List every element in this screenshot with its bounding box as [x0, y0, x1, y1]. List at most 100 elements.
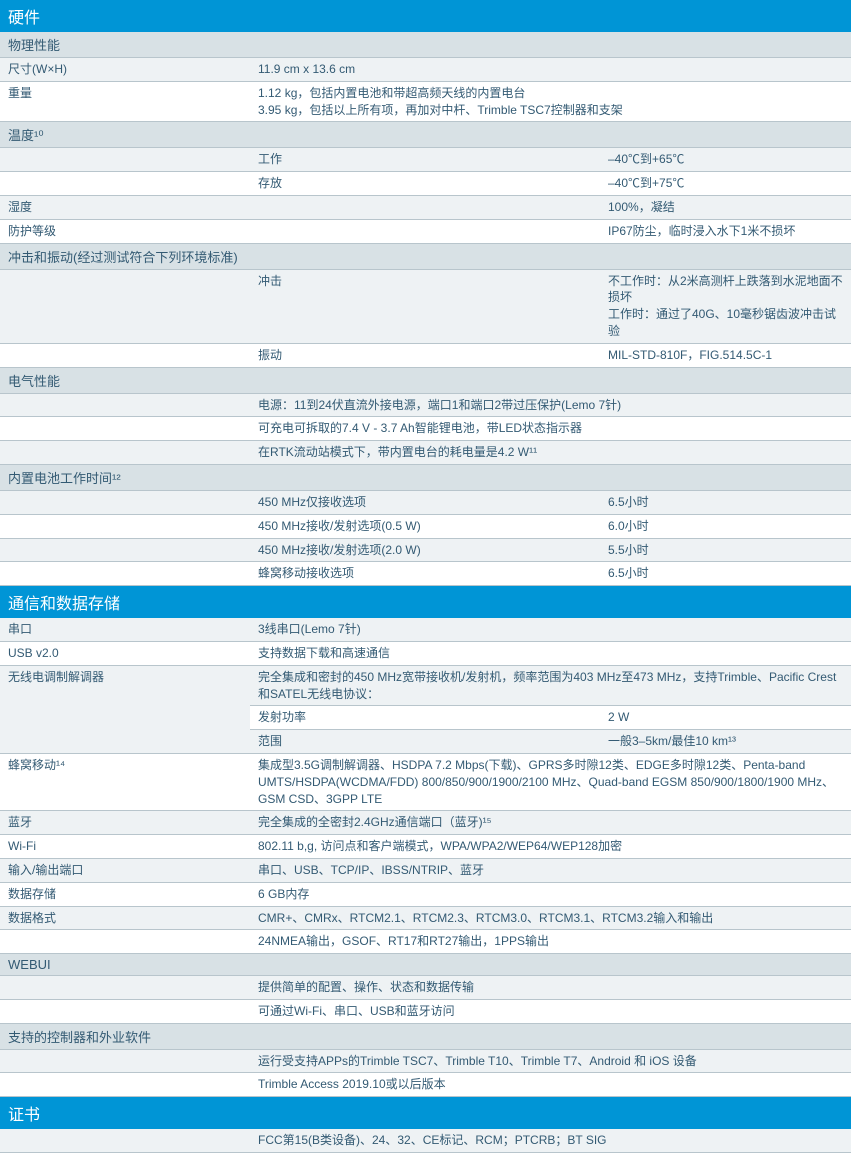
label-cellular: 蜂窝移动¹⁴ [0, 753, 250, 810]
row-bt-cellular: 蜂窝移动接收选项 6.5小时 [0, 562, 851, 586]
row-temp-work: 工作 –40℃到+65℃ [0, 148, 851, 171]
value-cellular: 集成型3.5G调制解调器、HSDPA 7.2 Mbps(下载)、GPRS多时隙1… [250, 753, 851, 810]
section-comm: 通信和数据存储 [0, 586, 851, 618]
label-humidity: 湿度 [0, 195, 250, 219]
value-radio-modem: 完全集成和密封的450 MHz宽带接收机/发射机，频率范围为403 MHz至47… [250, 665, 851, 706]
row-dimensions: 尺寸(W×H) 11.9 cm x 13.6 cm [0, 58, 851, 81]
table-electrical: 电源：11到24伏直流外接电源，端口1和端口2带过压保护(Lemo 7针) 可充… [0, 394, 851, 465]
row-usb: USB v2.0 支持数据下载和高速通信 [0, 641, 851, 665]
label-temp-storage: 存放 [250, 172, 600, 196]
cell-empty [0, 1050, 250, 1073]
value-bluetooth: 完全集成的全密封2.4GHz通信端口（蓝牙)¹⁵ [250, 811, 851, 835]
row-protection: 防护等级 IP67防尘，临时浸入水下1米不损坏 [0, 219, 851, 243]
label-usb: USB v2.0 [0, 641, 250, 665]
table-comm: 串口 3线串口(Lemo 7针) USB v2.0 支持数据下载和高速通信 无线… [0, 618, 851, 954]
value-range: 一般3–5km/最佳10 km¹³ [600, 730, 851, 754]
row-serial: 串口 3线串口(Lemo 7针) [0, 618, 851, 641]
cell-empty [0, 172, 250, 196]
section-cert: 证书 [0, 1097, 851, 1129]
cell-empty [0, 538, 250, 562]
label-bt-450-20w: 450 MHz接收/发射选项(2.0 W) [250, 538, 600, 562]
cell-empty [250, 195, 600, 219]
cell-empty [250, 219, 600, 243]
row-ctrl-devices: 运行受支持APPs的Trimble TSC7、Trimble T10、Trimb… [0, 1050, 851, 1073]
cell-empty [0, 999, 250, 1023]
section-hardware: 硬件 [0, 0, 851, 32]
table-shock: 冲击 不工作时：从2米高测杆上跌落到水泥地面不损坏 工作时：通过了40G、10毫… [0, 270, 851, 368]
row-shock-impact: 冲击 不工作时：从2米高测杆上跌落到水泥地面不损坏 工作时：通过了40G、10毫… [0, 270, 851, 344]
value-ctrl-access: Trimble Access 2019.10或以后版本 [250, 1073, 851, 1097]
row-bt-450-rx: 450 MHz仅接收选项 6.5小时 [0, 491, 851, 514]
value-bt-450-20w: 5.5小时 [600, 538, 851, 562]
row-webui-access: 可通过Wi-Fi、串口、USB和蓝牙访问 [0, 999, 851, 1023]
value-shock-vibration: MIL-STD-810F，FIG.514.5C-1 [600, 343, 851, 367]
row-temp-storage: 存放 –40℃到+75℃ [0, 172, 851, 196]
row-cert-list: FCC第15(B类设备)、24、32、CE标记、RCM；PTCRB；BT SIG [0, 1129, 851, 1152]
label-protection: 防护等级 [0, 219, 250, 243]
cell-empty [0, 514, 250, 538]
row-rtk-power: 在RTK流动站模式下，带内置电台的耗电量是4.2 W¹¹ [0, 441, 851, 465]
label-shock-impact: 冲击 [250, 270, 600, 344]
cell-empty [0, 270, 250, 344]
subheader-temperature: 温度¹⁰ [0, 122, 851, 148]
cell-empty [0, 417, 250, 441]
subheader-shock: 冲击和振动(经过测试符合下列环境标准) [0, 244, 851, 270]
row-cellular: 蜂窝移动¹⁴ 集成型3.5G调制解调器、HSDPA 7.2 Mbps(下载)、G… [0, 753, 851, 810]
row-radio-desc: 无线电调制解调器 完全集成和密封的450 MHz宽带接收机/发射机，频率范围为4… [0, 665, 851, 706]
row-bt-450-05w: 450 MHz接收/发射选项(0.5 W) 6.0小时 [0, 514, 851, 538]
label-tx-power: 发射功率 [250, 706, 600, 730]
table-webui: 提供简单的配置、操作、状态和数据传输 可通过Wi-Fi、串口、USB和蓝牙访问 [0, 976, 851, 1024]
value-ctrl-devices: 运行受支持APPs的Trimble TSC7、Trimble T10、Trimb… [250, 1050, 851, 1073]
value-weight: 1.12 kg，包括内置电池和带超高频天线的内置电台 3.95 kg，包括以上所… [250, 81, 851, 122]
label-wifi: Wi-Fi [0, 835, 250, 859]
label-bt-450-rx: 450 MHz仅接收选项 [250, 491, 600, 514]
subheader-controllers: 支持的控制器和外业软件 [0, 1024, 851, 1050]
row-battery: 可充电可拆取的7.4 V - 3.7 Ah智能锂电池，带LED状态指示器 [0, 417, 851, 441]
row-weight: 重量 1.12 kg，包括内置电池和带超高频天线的内置电台 3.95 kg，包括… [0, 81, 851, 122]
subheader-webui: WEBUI [0, 954, 851, 976]
cell-empty [0, 148, 250, 171]
value-tx-power: 2 W [600, 706, 851, 730]
row-nmea: 24NMEA输出，GSOF、RT17和RT27输出，1PPS输出 [0, 930, 851, 954]
label-range: 范围 [250, 730, 600, 754]
label-temp-work: 工作 [250, 148, 600, 171]
row-ctrl-access: Trimble Access 2019.10或以后版本 [0, 1073, 851, 1097]
value-power-source: 电源：11到24伏直流外接电源，端口1和端口2带过压保护(Lemo 7针) [250, 394, 851, 417]
row-wifi: Wi-Fi 802.11 b,g, 访问点和客户端模式，WPA/WPA2/WEP… [0, 835, 851, 859]
value-dimensions: 11.9 cm x 13.6 cm [250, 58, 851, 81]
value-webui-config: 提供简单的配置、操作、状态和数据传输 [250, 976, 851, 999]
table-battery-time: 450 MHz仅接收选项 6.5小时 450 MHz接收/发射选项(0.5 W)… [0, 491, 851, 586]
row-shock-vibration: 振动 MIL-STD-810F，FIG.514.5C-1 [0, 343, 851, 367]
label-bluetooth: 蓝牙 [0, 811, 250, 835]
label-io-ports: 输入/输出端口 [0, 858, 250, 882]
value-protection: IP67防尘，临时浸入水下1米不损坏 [600, 219, 851, 243]
row-power-source: 电源：11到24伏直流外接电源，端口1和端口2带过压保护(Lemo 7针) [0, 394, 851, 417]
row-data-format: 数据格式 CMR+、CMRx、RTCM2.1、RTCM2.3、RTCM3.0、R… [0, 906, 851, 930]
cell-empty [0, 1129, 250, 1152]
cell-empty [0, 976, 250, 999]
row-storage: 数据存储 6 GB内存 [0, 882, 851, 906]
value-usb: 支持数据下载和高速通信 [250, 641, 851, 665]
label-shock-vibration: 振动 [250, 343, 600, 367]
cell-empty [0, 491, 250, 514]
label-data-format: 数据格式 [0, 906, 250, 930]
label-bt-450-05w: 450 MHz接收/发射选项(0.5 W) [250, 514, 600, 538]
value-webui-access: 可通过Wi-Fi、串口、USB和蓝牙访问 [250, 999, 851, 1023]
value-humidity: 100%，凝结 [600, 195, 851, 219]
table-controllers: 运行受支持APPs的Trimble TSC7、Trimble T10、Trimb… [0, 1050, 851, 1098]
value-shock-impact: 不工作时：从2米高测杆上跌落到水泥地面不损坏 工作时：通过了40G、10毫秒锯齿… [600, 270, 851, 344]
value-io-ports: 串口、USB、TCP/IP、IBSS/NTRIP、蓝牙 [250, 858, 851, 882]
table-physical: 尺寸(W×H) 11.9 cm x 13.6 cm 重量 1.12 kg，包括内… [0, 58, 851, 122]
value-storage: 6 GB内存 [250, 882, 851, 906]
label-storage: 数据存储 [0, 882, 250, 906]
cell-empty [0, 343, 250, 367]
subheader-battery-time: 内置电池工作时间¹² [0, 465, 851, 491]
value-rtk-power: 在RTK流动站模式下，带内置电台的耗电量是4.2 W¹¹ [250, 441, 851, 465]
cell-empty [0, 394, 250, 417]
value-cert-list: FCC第15(B类设备)、24、32、CE标记、RCM；PTCRB；BT SIG [250, 1129, 851, 1152]
value-bt-450-rx: 6.5小时 [600, 491, 851, 514]
value-bt-450-05w: 6.0小时 [600, 514, 851, 538]
row-humidity: 湿度 100%，凝结 [0, 195, 851, 219]
table-cert: FCC第15(B类设备)、24、32、CE标记、RCM；PTCRB；BT SIG [0, 1129, 851, 1153]
cell-empty [0, 1073, 250, 1097]
